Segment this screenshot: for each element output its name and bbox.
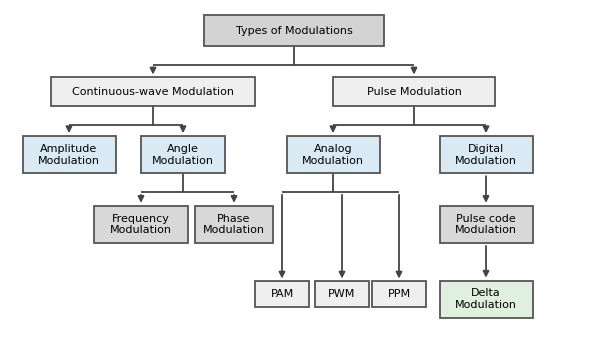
FancyBboxPatch shape: [141, 136, 225, 173]
Text: Digital
Modulation: Digital Modulation: [455, 144, 517, 166]
Text: Amplitude
Modulation: Amplitude Modulation: [38, 144, 100, 166]
FancyBboxPatch shape: [255, 282, 309, 307]
Text: Phase
Modulation: Phase Modulation: [203, 214, 265, 235]
Text: Angle
Modulation: Angle Modulation: [152, 144, 214, 166]
Text: PWM: PWM: [328, 289, 356, 299]
FancyBboxPatch shape: [315, 282, 369, 307]
FancyBboxPatch shape: [94, 206, 187, 243]
Text: Frequency
Modulation: Frequency Modulation: [110, 214, 172, 235]
FancyBboxPatch shape: [372, 282, 426, 307]
Text: Analog
Modulation: Analog Modulation: [302, 144, 364, 166]
FancyBboxPatch shape: [287, 136, 380, 173]
FancyBboxPatch shape: [439, 136, 533, 173]
FancyBboxPatch shape: [23, 136, 115, 173]
FancyBboxPatch shape: [51, 78, 255, 106]
FancyBboxPatch shape: [439, 206, 533, 243]
Text: PAM: PAM: [271, 289, 293, 299]
Text: Continuous-wave Modulation: Continuous-wave Modulation: [72, 87, 234, 97]
FancyBboxPatch shape: [195, 206, 273, 243]
Text: Types of Modulations: Types of Modulations: [236, 26, 352, 36]
Text: Pulse code
Modulation: Pulse code Modulation: [455, 214, 517, 235]
FancyBboxPatch shape: [204, 15, 384, 46]
FancyBboxPatch shape: [333, 78, 495, 106]
Text: Pulse Modulation: Pulse Modulation: [367, 87, 461, 97]
Text: Delta
Modulation: Delta Modulation: [455, 288, 517, 310]
FancyBboxPatch shape: [439, 280, 533, 318]
Text: PPM: PPM: [388, 289, 410, 299]
